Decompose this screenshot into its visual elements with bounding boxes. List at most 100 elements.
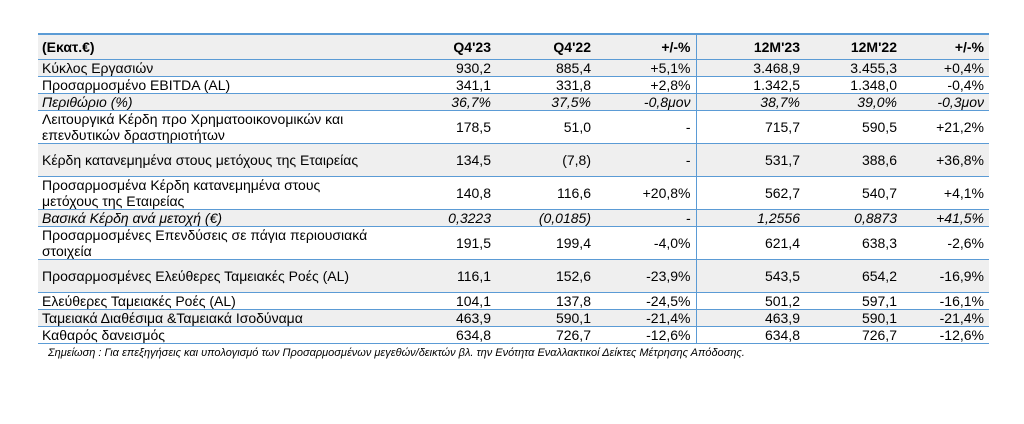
row-value: 726,7 — [555, 327, 591, 343]
row-value: 590,1 — [805, 309, 902, 327]
row-value: 331,8 — [555, 77, 591, 93]
header-q-change: +/-% — [596, 34, 697, 60]
table-row: Προσαρμοσμένες Ελεύθερες Ταμειακές Ροές … — [38, 259, 989, 293]
row-value: +4,1% — [943, 185, 984, 201]
row-label: Ελεύθερες Ταμειακές Ροές (AL) — [42, 293, 236, 309]
row-value: -12,6% — [939, 327, 984, 343]
row-value: -0,4% — [947, 77, 984, 93]
row-value: 104,1 — [455, 293, 491, 309]
table-row: Βασικά Κέρδη ανά μετοχή (€) 0,3223 (0,0185… — [38, 209, 989, 227]
header-12m-22: 12M'22 — [805, 34, 902, 60]
table-row: Ταμειακά Διαθέσιμα &Ταμειακά Ισοδύναμα 46… — [38, 309, 989, 327]
row-value: 38,7% — [696, 93, 805, 111]
row-value: 531,7 — [696, 143, 805, 177]
header-q4-23: Q4'23 — [378, 34, 496, 60]
row-value: 3.468,9 — [696, 59, 805, 77]
row-value: 885,4 — [496, 59, 596, 77]
table-row: Καθαρός δανεισμός 634,8 726,7 -12,6% 634,8 72… — [38, 326, 989, 344]
row-value: 191,5 — [455, 235, 491, 251]
row-value: 3.455,3 — [805, 59, 902, 77]
row-value: -0,3μον — [902, 93, 989, 111]
header-12m-23: 12M'23 — [696, 34, 805, 60]
row-value: 638,3 — [861, 235, 897, 251]
row-value: 715,7 — [764, 119, 800, 135]
row-value: 590,5 — [861, 119, 897, 135]
row-value: 341,1 — [455, 77, 491, 93]
row-value: 540,7 — [861, 185, 897, 201]
row-label: Καθαρός δανεισμός — [42, 327, 166, 343]
row-value: (7,8) — [496, 143, 596, 177]
row-value: 463,9 — [696, 309, 805, 327]
row-value: -16,9% — [902, 259, 989, 293]
row-label: Προσαρμοσμένα Κέρδη κατανεμημένα στους μ… — [42, 177, 321, 209]
row-label: Προσαρμοσμένες Ελεύθερες Ταμειακές Ροές … — [38, 259, 378, 293]
row-value: 463,9 — [378, 309, 496, 327]
row-value: 388,6 — [805, 143, 902, 177]
row-value: 39,0% — [805, 93, 902, 111]
table-row: Προσαρμοσμένα Κέρδη κατανεμημένα στους μ… — [38, 176, 989, 210]
row-value: 590,1 — [496, 309, 596, 327]
row-value: 621,4 — [764, 235, 800, 251]
row-value: +20,8% — [596, 176, 697, 210]
row-value: +36,8% — [902, 143, 989, 177]
row-value: 152,6 — [496, 259, 596, 293]
table-row: Προσαρμοσμένο EBITDA (AL) 341,1 331,8 +2,8%… — [38, 76, 989, 94]
table-row: Προσαρμοσμένες Επενδύσεις σε πάγια περιο… — [38, 226, 989, 260]
row-value: 0,3223 — [378, 209, 496, 227]
row-value: -2,6% — [947, 235, 984, 251]
row-value: 116,6 — [557, 185, 591, 201]
row-value: -24,5% — [596, 292, 697, 310]
row-value: 37,5% — [496, 93, 596, 111]
table-row: Λειτουργικά Κέρδη προ Χρηματοοικονομικών… — [38, 110, 989, 144]
row-value: 199,4 — [555, 235, 591, 251]
row-value: - — [596, 209, 697, 227]
row-value: 654,2 — [805, 259, 902, 293]
row-value: 1.342,5 — [753, 77, 800, 93]
table-row: Ελεύθερες Ταμειακές Ροές (AL) 104,1 137,8-… — [38, 292, 989, 310]
row-value: 1,2556 — [696, 209, 805, 227]
row-value: 137,8 — [555, 293, 591, 309]
header-12m-change: +/-% — [902, 34, 989, 60]
row-value: -12,6% — [596, 326, 697, 344]
table-row: Περιθώριο (%) 36,7% 37,5% -0,8μον 38,7% 39,0%… — [38, 93, 989, 111]
row-value: 597,1 — [861, 293, 897, 309]
row-value: 930,2 — [378, 59, 496, 77]
row-value: 726,7 — [861, 327, 897, 343]
row-value: -21,4% — [596, 309, 697, 327]
row-value: 0,8873 — [805, 209, 902, 227]
header-units: (Εκατ.€) — [38, 34, 378, 60]
row-value: +5,1% — [596, 59, 697, 77]
row-value: 140,8 — [455, 185, 491, 201]
row-value: - — [596, 110, 697, 144]
row-value: -16,1% — [939, 293, 984, 309]
row-value: +21,2% — [936, 119, 984, 135]
financial-table: (Εκατ.€) Q4'23 Q4'22 +/-% 12M'23 12M'22 … — [38, 33, 989, 344]
row-value: (0,0185) — [496, 209, 596, 227]
row-value: - — [596, 143, 697, 177]
row-value: 634,8 — [764, 327, 800, 343]
row-value: -21,4% — [902, 309, 989, 327]
row-value: 562,7 — [764, 185, 800, 201]
row-label: Προσαρμοσμένες Επενδύσεις σε πάγια περιο… — [42, 227, 368, 259]
row-value: 134,5 — [378, 143, 496, 177]
row-label: Περιθώριο (%) — [38, 93, 378, 111]
row-value: 501,2 — [764, 293, 800, 309]
row-value: -0,8μον — [596, 93, 697, 111]
row-value: 178,5 — [455, 119, 491, 135]
table-row: Κέρδη κατανεμημένα στους μετόχους της Ετ… — [38, 143, 989, 177]
row-value: 116,1 — [378, 259, 496, 293]
row-label: Ταμειακά Διαθέσιμα &Ταμειακά Ισοδύναμα — [38, 309, 378, 327]
row-value: +2,8% — [596, 76, 697, 94]
row-label: Κύκλος Εργασιών — [38, 59, 378, 77]
row-value: -23,9% — [596, 259, 697, 293]
row-value: 543,5 — [696, 259, 805, 293]
footnote: Σημείωση : Για επεξηγήσεις και υπολογισμ… — [48, 347, 745, 359]
row-label: Λειτουργικά Κέρδη προ Χρηματοοικονομικών… — [42, 111, 344, 143]
row-label: Βασικά Κέρδη ανά μετοχή (€) — [38, 209, 378, 227]
row-label: Κέρδη κατανεμημένα στους μετόχους της Ετ… — [38, 143, 378, 177]
row-value: 51,0 — [563, 119, 591, 135]
row-value: -4,0% — [596, 226, 697, 260]
row-value: +41,5% — [902, 209, 989, 227]
row-value: +0,4% — [902, 59, 989, 77]
table-row: Κύκλος Εργασιών 930,2 885,4 +5,1% 3.468,9 3.4… — [38, 59, 989, 77]
